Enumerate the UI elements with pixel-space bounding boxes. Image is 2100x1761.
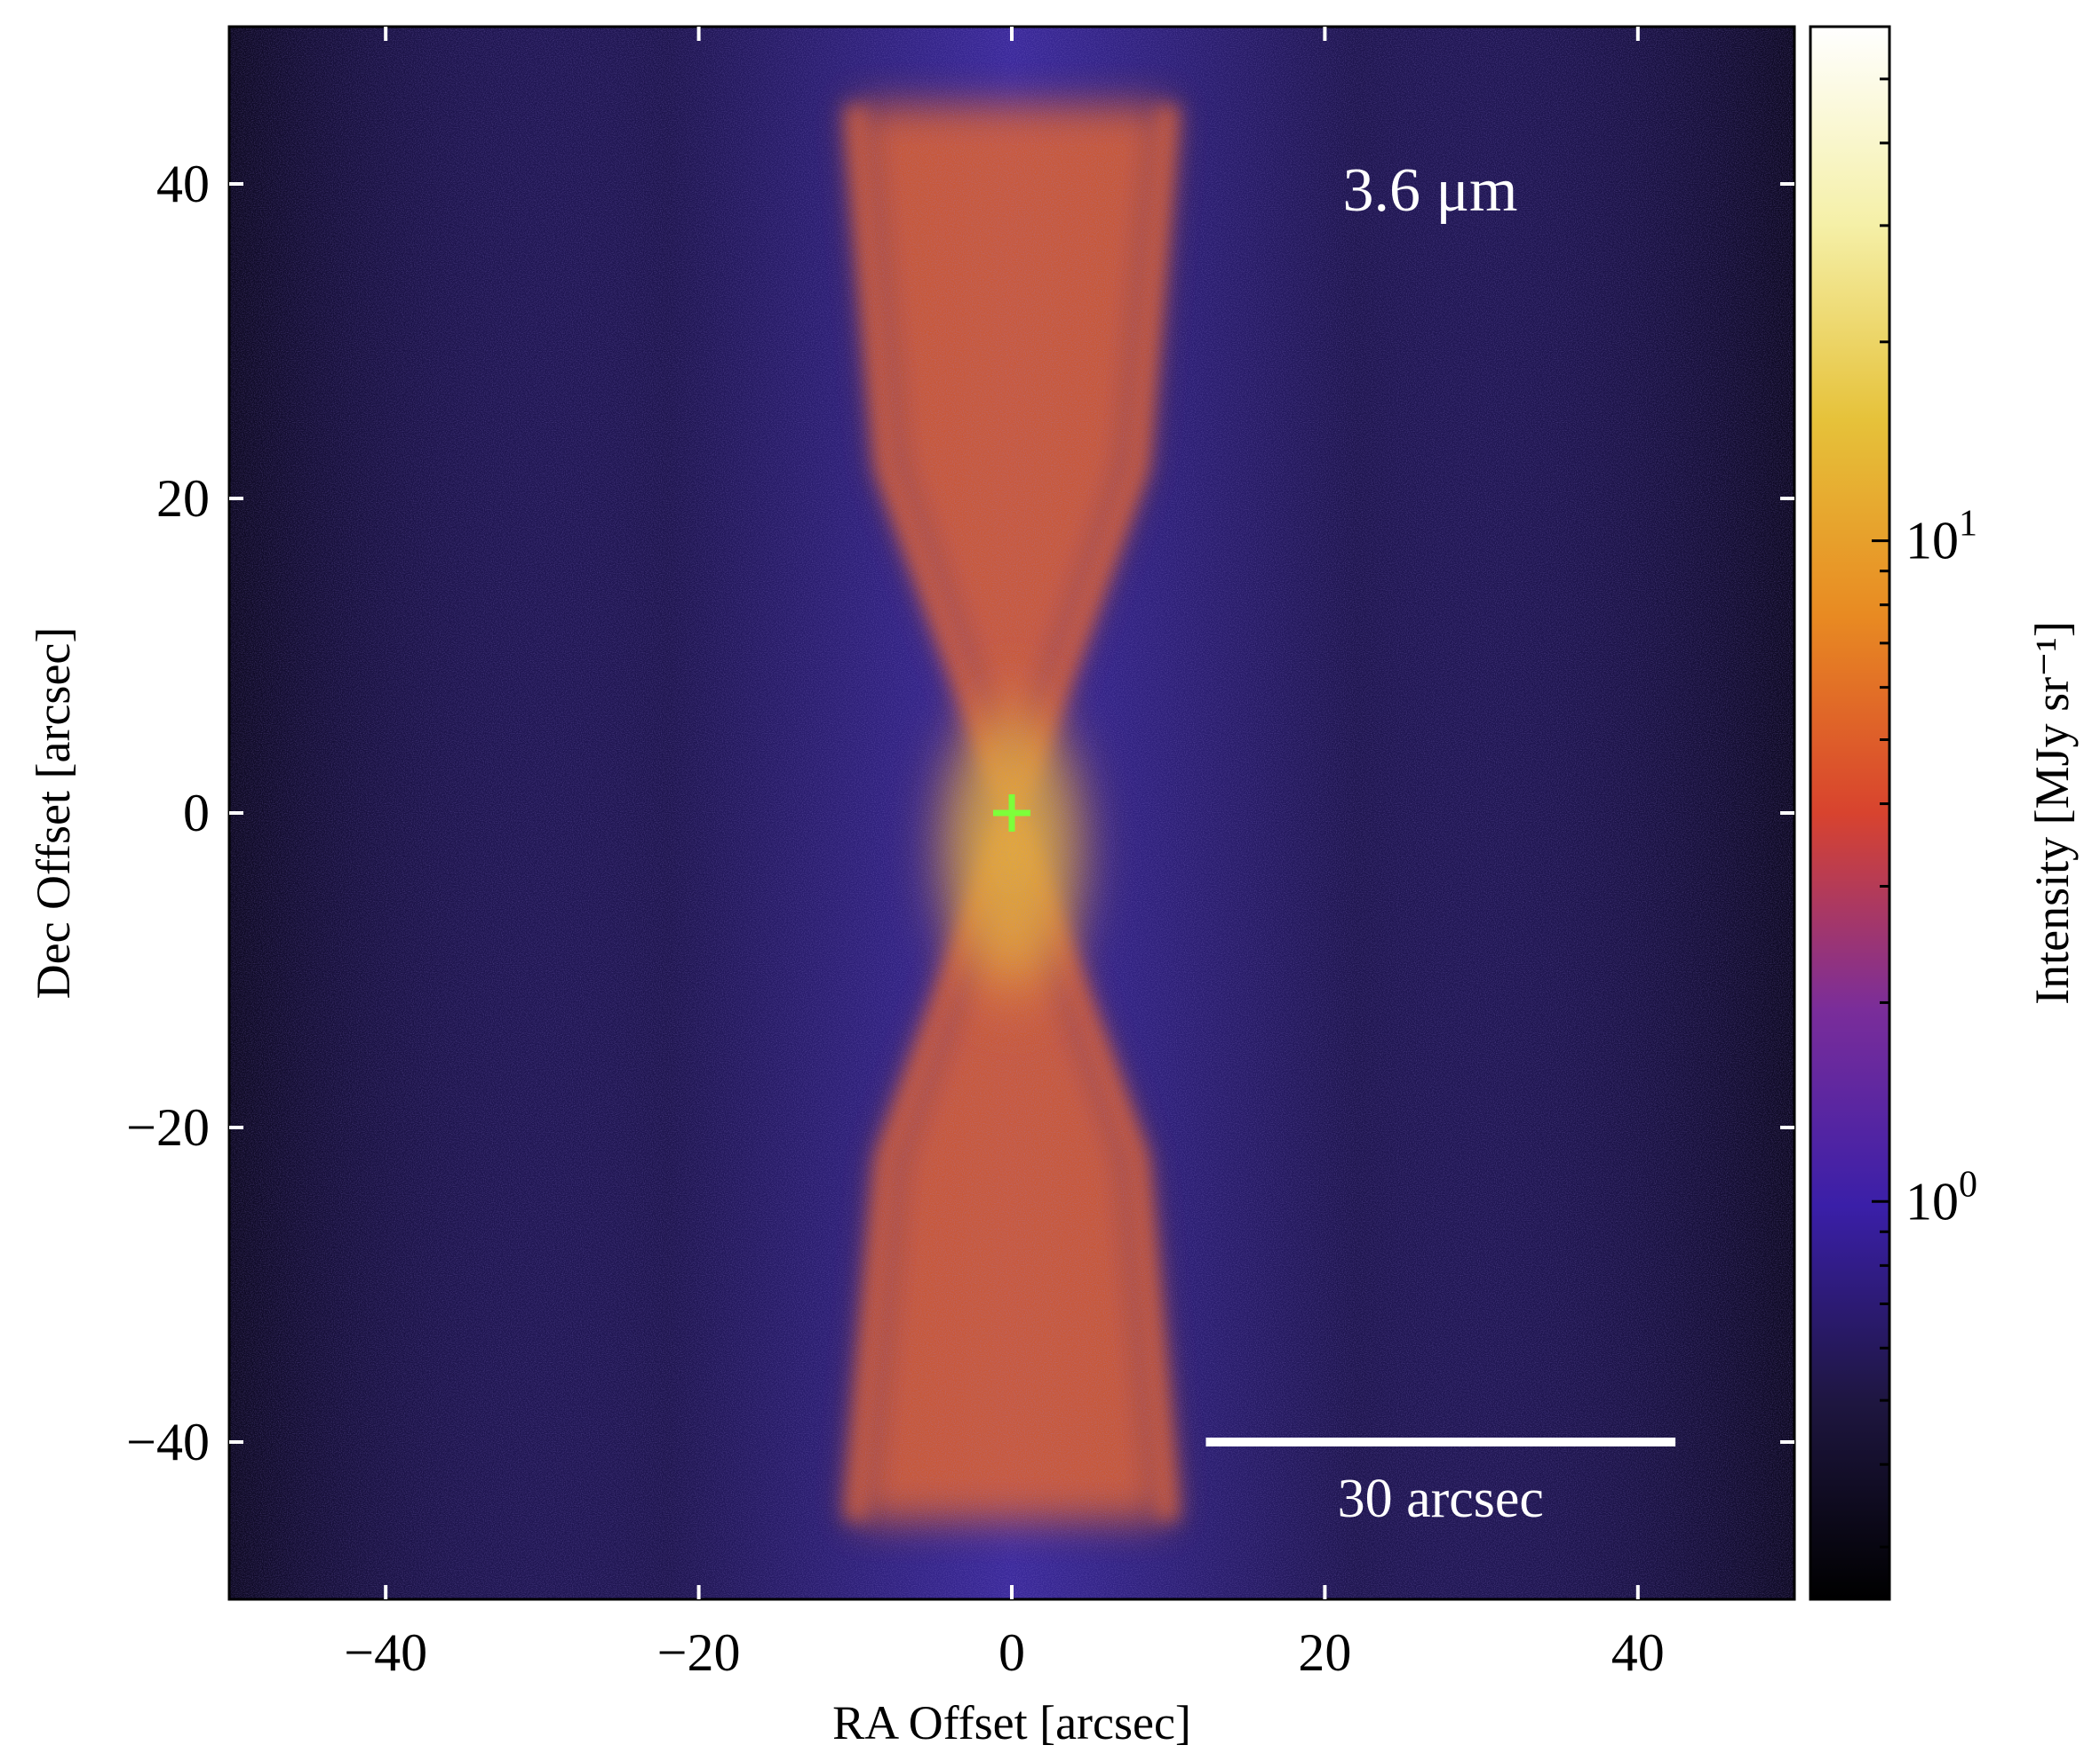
y-tick-label: −40 xyxy=(126,1413,210,1471)
y-tick-label: 20 xyxy=(156,469,210,528)
x-tick-label: 20 xyxy=(1298,1623,1351,1682)
colorbar: 100 101 Intensity [MJy sr⁻¹] xyxy=(1809,25,2079,1601)
y-axis-label: Dec Offset [arcsec] xyxy=(27,627,80,1000)
wavelength-label: 3.6 μm xyxy=(1343,156,1518,225)
x-axis-label: RA Offset [arcsec] xyxy=(832,1696,1191,1749)
source-position-marker xyxy=(993,794,1030,832)
colorbar-tick-label: 100 xyxy=(1905,1164,1977,1231)
axis-tick-labels: −40 −20 0 20 40 −40 −20 0 20 40 xyxy=(126,155,1665,1682)
axis-ticks xyxy=(229,27,1794,1599)
x-tick-label: 0 xyxy=(998,1623,1025,1682)
x-tick-label: −20 xyxy=(657,1623,741,1682)
colorbar-tick-labels: 100 101 xyxy=(1905,504,1977,1231)
y-tick-label: 40 xyxy=(156,155,210,213)
x-tick-label: −40 xyxy=(344,1623,427,1682)
scale-bar-label: 30 arcsec xyxy=(1338,1469,1544,1529)
y-tick-label: 0 xyxy=(183,784,210,842)
colorbar-tick-label: 101 xyxy=(1905,504,1977,570)
colorbar-label: Intensity [MJy sr⁻¹] xyxy=(2025,621,2079,1005)
x-tick-label: 40 xyxy=(1611,1623,1665,1682)
colorbar-ticks xyxy=(1872,25,1889,1549)
colorbar-gradient xyxy=(1809,25,1891,1601)
y-tick-label: −20 xyxy=(126,1098,210,1157)
